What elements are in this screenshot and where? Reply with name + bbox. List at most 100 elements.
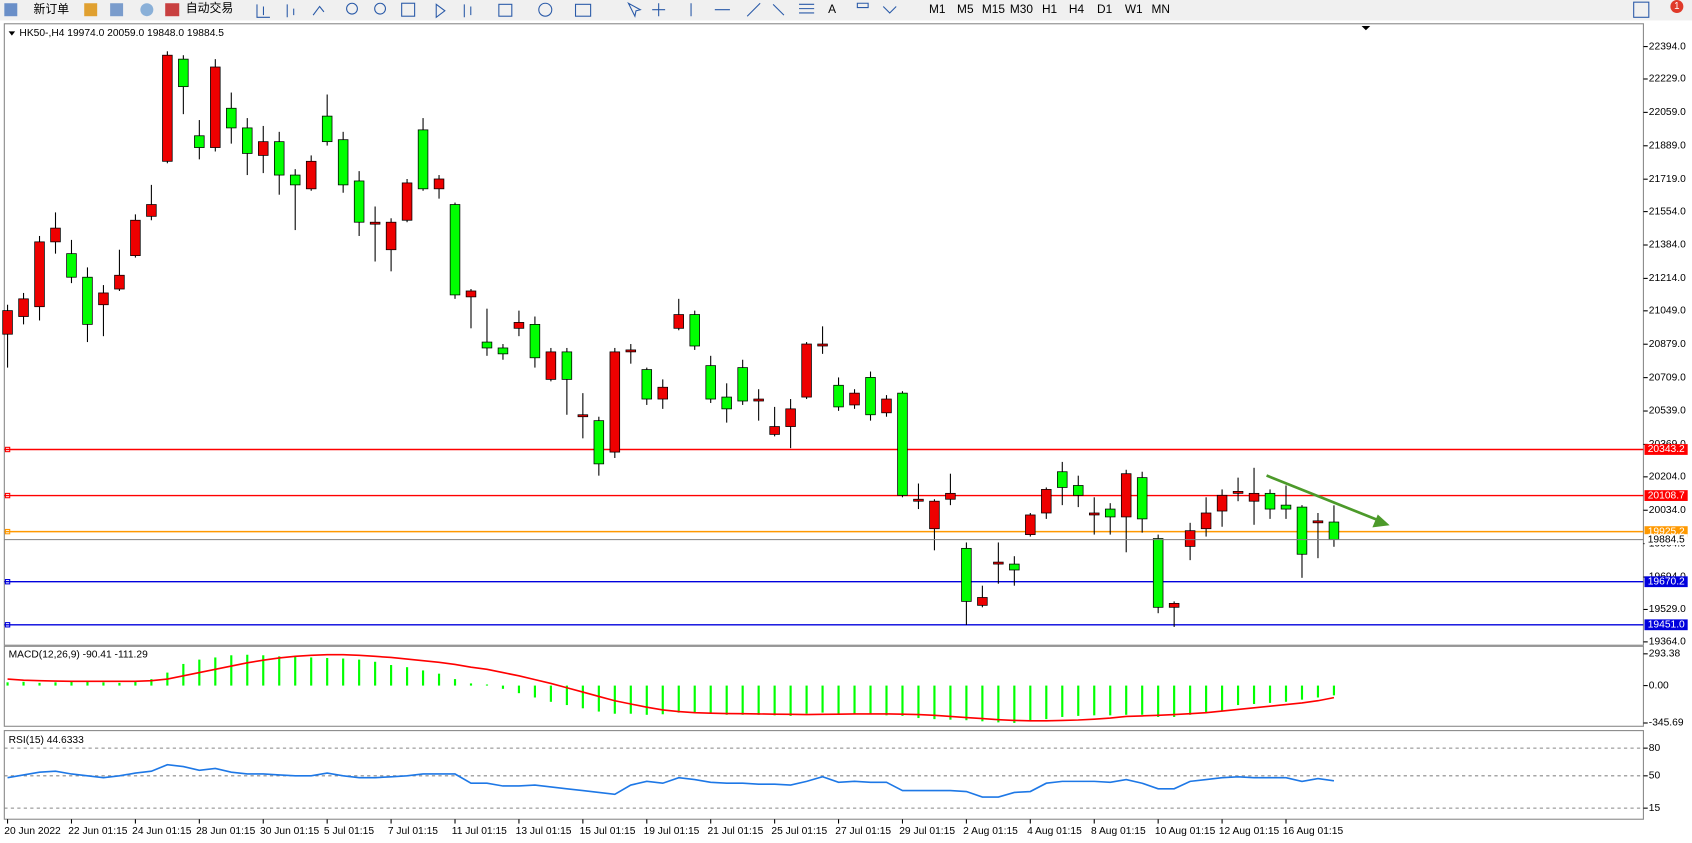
candle-body [305, 160, 317, 190]
macd-bar [246, 654, 249, 686]
icon[interactable] [4, 3, 18, 17]
candle-body [226, 107, 237, 129]
search-icon[interactable] [1633, 1, 1650, 18]
candle-body [1152, 538, 1164, 608]
candle-body [1057, 471, 1068, 488]
candle-body [1025, 514, 1036, 535]
candle-body [1120, 473, 1132, 518]
macd-bar [294, 656, 297, 686]
level-label-bg [1644, 526, 1688, 538]
macd-bar [517, 685, 521, 694]
macd-bar [549, 685, 552, 702]
candle-body [513, 322, 525, 329]
candle-body [146, 204, 157, 217]
candle-body [1328, 521, 1340, 540]
candle-body [481, 341, 493, 349]
candle-body [817, 343, 828, 347]
macd-bar [453, 679, 457, 686]
x-tick-label: 29 Jul 01:15 [899, 826, 955, 837]
level-label-bg [1644, 576, 1688, 588]
macd-bar [1093, 685, 1096, 716]
trend-arrow-head [1372, 514, 1390, 528]
x-tick-label: 12 Aug 01:15 [1219, 826, 1280, 837]
macd-bar [469, 683, 473, 686]
timeframe[interactable]: M30 [1010, 2, 1033, 16]
macd-bar [1029, 685, 1032, 722]
candle-body [929, 500, 940, 530]
macd-bar [421, 670, 425, 686]
x-tick-label: 4 Aug 01:15 [1027, 826, 1082, 837]
candle-body [130, 219, 141, 256]
y-tick-label: 50 [1649, 771, 1661, 782]
candle-body [162, 54, 173, 162]
y-tick-label: 21719.0 [1649, 174, 1686, 185]
timeframe[interactable]: M1 [929, 2, 946, 16]
y-tick-label: 21049.0 [1649, 306, 1686, 317]
macd-bar [725, 685, 728, 715]
icon[interactable] [165, 3, 180, 17]
candle-body [753, 398, 764, 402]
timeframe[interactable]: W1 [1125, 2, 1143, 16]
macd-bar [150, 679, 153, 686]
auto-trading[interactable]: 自动交易 [186, 1, 233, 15]
timeframe[interactable]: M15 [982, 2, 1005, 16]
candle-body [961, 547, 972, 602]
candle-body [1136, 477, 1148, 520]
candle-body [82, 276, 93, 325]
macd-bar [709, 685, 712, 714]
macd-bar [565, 685, 568, 706]
macd-bar [310, 657, 313, 686]
macd-bar [917, 685, 920, 719]
candle-body [178, 58, 189, 88]
x-tick-label: 11 Jul 01:15 [452, 826, 507, 837]
y-tick-label: 293.38 [1649, 649, 1681, 660]
level-handle [4, 528, 11, 535]
y-tick-label: 20034.0 [1649, 505, 1686, 516]
text-tool[interactable]: A [828, 2, 836, 16]
candle-body [2, 310, 13, 335]
macd-bar [741, 685, 744, 715]
candle-body [657, 386, 668, 400]
level-handle [4, 446, 11, 453]
macd-bar [70, 681, 73, 686]
y-tick-label: 22394.0 [1649, 41, 1686, 52]
timeframe[interactable]: M5 [957, 2, 974, 16]
rsi-title: RSI(15) 44.6333 [9, 735, 84, 746]
timeframe[interactable]: MN [1152, 2, 1170, 16]
macd-bar [1300, 685, 1304, 700]
y-tick-label: 19364.0 [1649, 637, 1686, 648]
y-tick-label: 22059.0 [1649, 107, 1686, 118]
x-tick-label: 8 Aug 01:15 [1091, 826, 1146, 837]
candle-body [897, 392, 908, 496]
timeframe[interactable]: D1 [1097, 2, 1113, 16]
macd-bar [1316, 685, 1320, 698]
macd-bar [965, 685, 968, 721]
timeframe[interactable]: H1 [1042, 2, 1058, 16]
candle-body [465, 290, 477, 298]
x-tick-label: 13 Jul 01:15 [516, 826, 572, 837]
macd-bar [629, 685, 632, 714]
x-tick-label: 2 Aug 01:15 [963, 826, 1018, 837]
tool-icons[interactable] [256, 1, 897, 19]
level-handle [4, 622, 11, 628]
candle-body [385, 221, 397, 251]
macd-bar [677, 685, 680, 713]
new-order[interactable]: 新订单 [33, 2, 69, 16]
macd-bar [533, 685, 536, 698]
notification-badge[interactable] [1670, 0, 1684, 13]
icon[interactable] [84, 3, 98, 17]
icon[interactable] [110, 3, 124, 17]
timeframe[interactable]: H4 [1069, 2, 1085, 16]
x-tick-label: 24 Jun 01:15 [132, 826, 192, 837]
candle-body [337, 139, 349, 186]
icon[interactable] [140, 3, 154, 17]
candle-body [18, 298, 29, 317]
level-label: 20343.2 [1648, 444, 1685, 455]
macd-bar [230, 655, 233, 686]
notification-count: 1 [1674, 1, 1679, 12]
candle-body [1089, 512, 1100, 516]
macd-bar [134, 681, 137, 686]
y-tick-label: 21214.0 [1649, 273, 1686, 284]
y-tick-label: 20539.0 [1649, 406, 1686, 417]
